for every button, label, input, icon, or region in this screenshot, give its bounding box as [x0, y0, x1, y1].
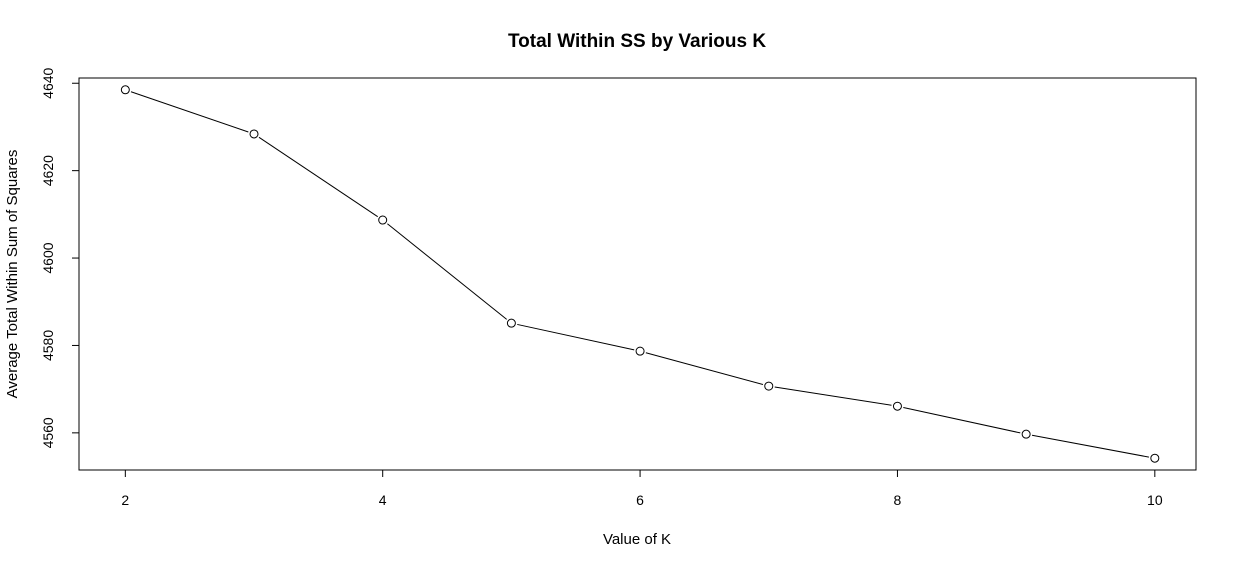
data-point: [120, 85, 130, 95]
y-axis-label: Average Total Within Sum of Squares: [4, 150, 21, 399]
series-segment: [258, 136, 378, 218]
x-tick-label: 2: [121, 492, 129, 508]
y-tick-label: 4580: [40, 330, 56, 361]
x-tick-label: 10: [1147, 492, 1163, 508]
data-point: [378, 215, 388, 225]
y-tick-label: 4560: [40, 417, 56, 448]
data-point: [764, 381, 774, 391]
series-segment: [903, 406, 1021, 434]
y-tick-label: 4640: [40, 67, 56, 98]
series-group: [120, 85, 1160, 463]
x-tick-label: 4: [379, 492, 387, 508]
x-tick-label: 8: [894, 492, 902, 508]
x-axis: 2 4 6 8 10: [121, 470, 1163, 508]
data-point: [635, 346, 645, 356]
chart-title: Total Within SS by Various K: [508, 31, 766, 52]
y-axis: 4560 4580 4600 4620 4640: [40, 67, 79, 448]
series-segment: [387, 223, 508, 320]
y-tick-label: 4620: [40, 155, 56, 186]
series-segment: [774, 386, 892, 406]
data-point: [506, 318, 516, 328]
data-point: [249, 129, 259, 139]
x-tick-label: 6: [636, 492, 644, 508]
series-segment: [130, 91, 249, 133]
y-tick-label: 4600: [40, 242, 56, 273]
data-point: [1021, 429, 1031, 439]
series-segment: [645, 352, 764, 386]
series-segment: [1031, 434, 1150, 458]
plot-frame: [78, 77, 1197, 471]
data-point: [892, 401, 902, 411]
series-segment: [517, 323, 635, 351]
data-point: [1150, 453, 1160, 463]
x-axis-label: Value of K: [603, 531, 671, 548]
